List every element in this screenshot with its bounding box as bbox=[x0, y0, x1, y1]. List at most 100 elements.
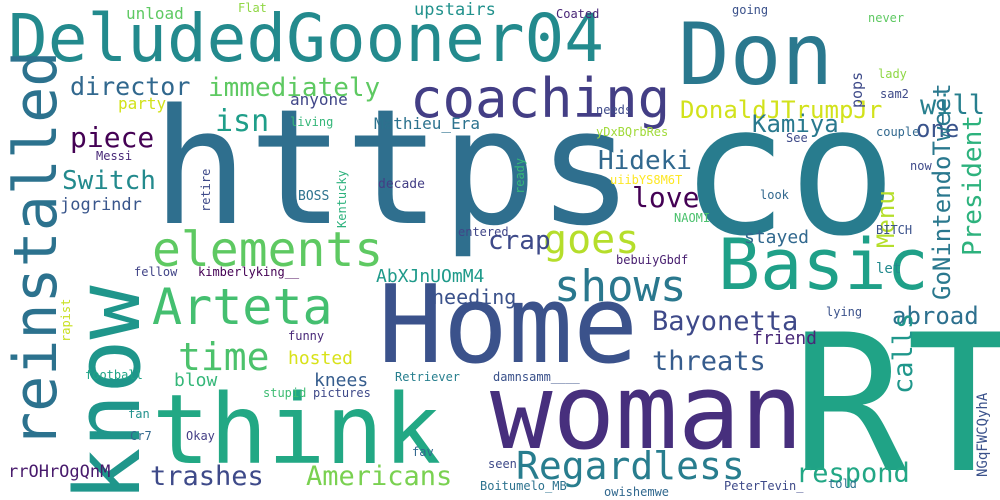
word-hideki: Hideki bbox=[598, 146, 692, 176]
word-ydxbqrbres: yDxBQrbRes bbox=[596, 125, 669, 139]
word-switch: Switch bbox=[62, 166, 156, 196]
word-co: co bbox=[680, 67, 897, 276]
word-pops: pops bbox=[848, 71, 866, 108]
word-sam2: sam2 bbox=[880, 87, 909, 101]
word-menu: Menu bbox=[872, 190, 900, 248]
word-friend: friend bbox=[752, 328, 818, 349]
word-piece: piece bbox=[70, 121, 155, 154]
word-football: football bbox=[85, 368, 143, 382]
word-retriever: Retriever bbox=[395, 370, 461, 384]
word-time: time bbox=[178, 335, 270, 379]
word-lady: lady bbox=[878, 67, 907, 81]
word-rrohrogqnm: rrOHrOgQnM bbox=[8, 462, 111, 482]
word-retire: retire bbox=[199, 168, 213, 212]
word-calls: calls bbox=[888, 312, 919, 394]
word-immediately: immediately bbox=[208, 73, 381, 103]
word-ready: ready bbox=[513, 157, 527, 194]
word-don: Don bbox=[678, 5, 834, 105]
word-gonintendotweet: GoNintendoTweet bbox=[928, 83, 956, 300]
word-goes: goes bbox=[543, 217, 640, 263]
word-home: Home bbox=[378, 263, 639, 388]
word-one: one bbox=[916, 115, 960, 143]
word-boitumelo-mb: Boitumelo_MB bbox=[480, 479, 567, 493]
word-let: let bbox=[876, 261, 902, 277]
word-trashes: trashes bbox=[150, 461, 264, 492]
word-naomi: NAOMI bbox=[674, 211, 711, 225]
word-cr7: Cr7 bbox=[130, 429, 152, 443]
word-needs: needs bbox=[596, 103, 633, 117]
word-unload: unload bbox=[126, 4, 184, 23]
word-told: told bbox=[828, 477, 857, 491]
word-upstairs: upstairs bbox=[414, 0, 496, 20]
word-look: look bbox=[760, 188, 789, 202]
word-owishemwe: owishemwe bbox=[604, 485, 670, 499]
word-rt: RT bbox=[792, 294, 1000, 500]
word-boss: BOSS bbox=[298, 189, 330, 204]
word-fav: fav bbox=[412, 445, 434, 459]
word-deludedgooner04: DeludedGooner04 bbox=[8, 0, 605, 77]
word-fan: fan bbox=[128, 407, 150, 421]
word-crap: crap bbox=[488, 226, 551, 256]
word-bayonetta: Bayonetta bbox=[652, 306, 799, 337]
word-entered: entered bbox=[458, 225, 509, 239]
word-knees: knees bbox=[314, 370, 369, 391]
word-stupid: stupid bbox=[263, 386, 307, 400]
word-basic: Basic bbox=[718, 224, 929, 306]
word-decade: decade bbox=[378, 177, 425, 192]
word-lying: lying bbox=[826, 305, 863, 319]
word-rapist: rapist bbox=[59, 298, 73, 342]
word-party: party bbox=[118, 94, 167, 113]
word-arteta: Arteta bbox=[152, 278, 333, 336]
word-abxjnuomm4: AbXJnUOmM4 bbox=[376, 266, 485, 287]
word-will: will bbox=[920, 90, 986, 121]
word-bitch: BITCH bbox=[876, 223, 913, 237]
word-director: director bbox=[70, 72, 191, 101]
word-messi: Messi bbox=[96, 149, 133, 163]
word-petertevin: PeterTevin_ bbox=[724, 479, 804, 493]
word-uiibys8m6t: uiibYS8M6T bbox=[610, 173, 683, 187]
word-abroad: abroad bbox=[892, 302, 979, 330]
word-pictures: pictures bbox=[313, 386, 371, 400]
word-stayed: stayed bbox=[744, 227, 810, 248]
word-donaldjtrumpjr: DonaldJTrumpJr bbox=[680, 96, 883, 124]
word-threats: threats bbox=[652, 346, 766, 377]
word-kimberlyking: kimberlyking__ bbox=[198, 265, 300, 279]
word-flat: Flat bbox=[238, 1, 267, 15]
word-kentucky: Kentucky bbox=[335, 170, 349, 228]
word-okay: Okay bbox=[186, 429, 215, 443]
word-damnsamm: damnsamm____ bbox=[493, 370, 580, 384]
word-couple: couple bbox=[876, 125, 920, 139]
word-mathieu-era: Mathieu_Era bbox=[374, 114, 480, 133]
word-coated: Coated bbox=[556, 7, 600, 21]
word-ngqfwcqyha: NGqFWCQyhA bbox=[975, 392, 991, 477]
word-coaching: coaching bbox=[410, 67, 671, 130]
word-anyone: anyone bbox=[290, 90, 348, 109]
word-jogrindr: jogrindr bbox=[60, 195, 142, 215]
word-going: going bbox=[732, 3, 769, 17]
word-never: never bbox=[868, 11, 905, 25]
word-blow: blow bbox=[174, 370, 218, 391]
word-needing: needing bbox=[432, 285, 517, 309]
word-shows: shows bbox=[554, 261, 687, 312]
word-kamiya: Kamiya bbox=[752, 110, 839, 138]
word-regardless: Regardless bbox=[516, 444, 745, 488]
word-respond: respond bbox=[796, 458, 910, 489]
word-isn: isn bbox=[215, 104, 270, 139]
word-president: President bbox=[958, 115, 988, 256]
word-now: now bbox=[910, 159, 932, 173]
word-reinstalled: reinstalled bbox=[1, 50, 71, 448]
word-https: https bbox=[152, 74, 634, 261]
word-funny: funny bbox=[288, 329, 325, 343]
word-fellow: fellow bbox=[134, 265, 178, 279]
word-see: See bbox=[786, 131, 808, 145]
word-elements: elements bbox=[152, 222, 384, 278]
word-woman: woman bbox=[490, 351, 804, 473]
word-seen: seen bbox=[488, 457, 517, 471]
word-americans: Americans bbox=[306, 461, 453, 492]
word-living: living bbox=[290, 115, 334, 129]
word-love: love bbox=[632, 181, 700, 214]
word-think: think bbox=[152, 374, 441, 486]
word-bebuiygbdf: bebuiyGbdf bbox=[616, 253, 689, 267]
word-hosted: hosted bbox=[288, 348, 354, 369]
